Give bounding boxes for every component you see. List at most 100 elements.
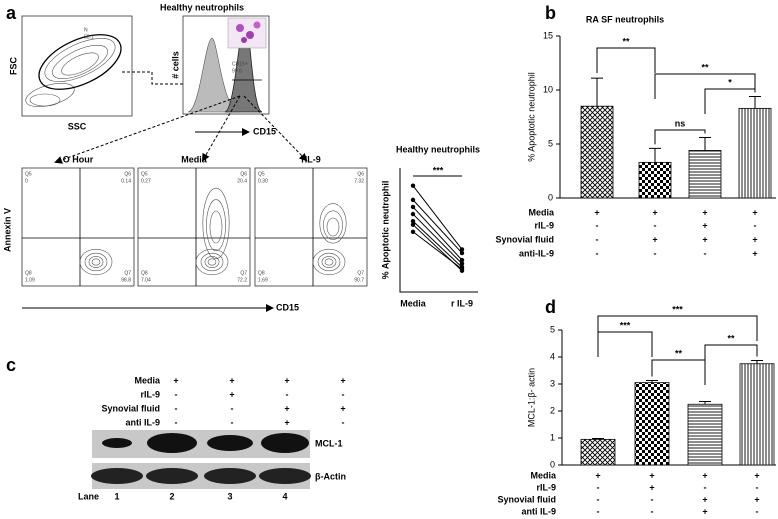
- contour: [195, 248, 229, 276]
- quadrant-name: Q6: [240, 171, 247, 177]
- condition-sign: +: [752, 248, 757, 258]
- bar: [739, 363, 775, 466]
- condition-sign: -: [754, 220, 757, 230]
- contour: [312, 248, 346, 276]
- significance-bracket: [597, 331, 653, 357]
- quadrant-value: 20.4: [237, 178, 247, 184]
- contour: [326, 217, 340, 237]
- y-tick-label: 0: [548, 192, 553, 202]
- condition-sign: -: [654, 220, 657, 230]
- condition-sign: +: [340, 375, 345, 385]
- quadrant-name: Q6: [124, 171, 131, 177]
- significance: ***: [672, 304, 683, 314]
- significance: **: [675, 348, 683, 358]
- panel-label: d: [545, 297, 556, 317]
- condition-sign: +: [649, 482, 654, 492]
- quadrant-value: 0: [25, 178, 28, 184]
- quadrant-value: 72.2: [237, 277, 247, 283]
- error-bar: [646, 379, 658, 383]
- panel-label: a: [6, 3, 17, 23]
- quadrant-name: Q7: [240, 270, 247, 276]
- x-axis-label: CD15: [276, 302, 299, 312]
- pair-line: [412, 206, 463, 261]
- condition-label: anti IL-9: [521, 506, 556, 516]
- condition-sign: +: [652, 234, 657, 244]
- quadrant-name: Q7: [124, 270, 131, 276]
- condition-label: Synovial fluid: [497, 494, 556, 504]
- quadrant-value: 0.27: [141, 178, 151, 184]
- quadrant-value: 90.7: [354, 277, 364, 283]
- contour: [207, 258, 217, 266]
- significance-bracket: [654, 73, 756, 99]
- condition-label: rIL-9: [140, 389, 160, 399]
- plot-title: O Hour: [63, 154, 94, 164]
- quadrant-value: 1.69: [258, 277, 268, 283]
- contour: [202, 187, 230, 259]
- condition-sign: +: [229, 389, 234, 399]
- y-axis-label: FSC: [8, 56, 18, 75]
- bar: [738, 107, 772, 199]
- error-bar: [591, 77, 603, 107]
- chart-title: Healthy neutrophils: [396, 144, 480, 154]
- error-bar: [592, 438, 604, 440]
- significance: ***: [620, 320, 631, 330]
- condition-sign: -: [175, 389, 178, 399]
- condition-sign: +: [702, 207, 707, 217]
- x-axis-label: SSC: [68, 121, 87, 131]
- error-bar: [749, 95, 761, 109]
- y-tick-label: 3: [550, 378, 555, 388]
- point: [410, 222, 416, 227]
- point: [459, 266, 465, 272]
- western-blot: [91, 430, 311, 489]
- contour: [84, 252, 108, 272]
- significance-bracket: [651, 359, 706, 385]
- point: [410, 229, 416, 234]
- significance-bracket: [704, 344, 758, 370]
- condition-sign: +: [652, 207, 657, 217]
- x-tick-label: r IL-9: [451, 298, 473, 308]
- contour: [317, 252, 341, 272]
- lane-label: Lane: [78, 491, 99, 501]
- pair-line: [412, 213, 463, 265]
- y-tick-label: 2: [550, 405, 555, 415]
- contour: [209, 210, 223, 244]
- bar: [580, 438, 616, 466]
- quadrant-name: Q5: [258, 171, 265, 177]
- significance: **: [727, 333, 735, 343]
- quadrant-name: Q8: [258, 270, 265, 276]
- error-bar: [699, 401, 711, 405]
- histogram: CD15+ 99.6 # cells CD15: [170, 15, 276, 136]
- band: [207, 435, 253, 451]
- gate-value: 99.6: [232, 68, 242, 74]
- pair-line: [412, 185, 463, 250]
- quadrant-value: 1.09: [25, 277, 35, 283]
- condition-sign: -: [596, 248, 599, 258]
- condition-label: Synovial fluid: [101, 403, 160, 413]
- contour: [319, 203, 347, 244]
- contour: [200, 252, 224, 272]
- condition-label: Media: [530, 470, 557, 480]
- condition-label: rIL-9: [536, 482, 556, 492]
- lane-number: 2: [169, 491, 174, 501]
- significance-bracket: [704, 88, 756, 114]
- significance-bracket: [597, 315, 758, 341]
- bar: [688, 150, 722, 199]
- y-tick-label: 4: [550, 351, 555, 361]
- condition-label: Media: [528, 207, 555, 217]
- quadrant-value: 7.04: [141, 277, 151, 283]
- point: [459, 261, 465, 266]
- condition-label: rIL-9: [534, 220, 554, 230]
- condition-sign: +: [752, 234, 757, 244]
- condition-sign: -: [231, 417, 234, 427]
- point: [410, 218, 416, 224]
- y-tick-label: 5: [548, 138, 553, 148]
- flow-plots: O HourQ50Q60.14Q798.8Q81.09MediaQ50.27Q6…: [21, 154, 368, 287]
- error-bar: [751, 360, 763, 364]
- condition-sign: -: [704, 248, 707, 258]
- error-bar: [649, 147, 661, 163]
- contour: [321, 256, 337, 268]
- significance: **: [701, 62, 709, 72]
- scatter-plot: N 58.1 FSC SSC: [8, 15, 133, 131]
- condition-sign: -: [286, 389, 289, 399]
- condition-sign: +: [702, 506, 707, 516]
